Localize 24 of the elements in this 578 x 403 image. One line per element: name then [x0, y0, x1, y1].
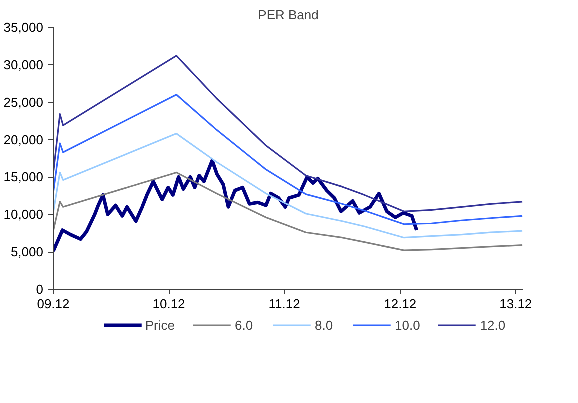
legend-label: 8.0: [315, 318, 334, 332]
legend-label: 10.0: [395, 318, 420, 332]
x-tick-label: 10.12: [152, 296, 186, 312]
x-tick-label: 13.12: [500, 296, 532, 312]
legend-label: 6.0: [235, 318, 254, 332]
y-tick-label: 25,000: [4, 94, 44, 110]
line-series: [54, 158, 419, 254]
y-tick-label: 15,000: [4, 170, 44, 185]
legend-label: Price: [145, 318, 175, 332]
y-tick-label: 0: [36, 282, 44, 297]
y-tick-label: 35,000: [4, 20, 44, 35]
line-series: [54, 55, 524, 212]
line-series: [54, 132, 524, 239]
chart-title: PER Band: [258, 8, 319, 22]
line-series: [54, 172, 524, 252]
x-tick-label: 12.12: [384, 296, 417, 312]
line-series: [54, 94, 524, 226]
y-tick-label: 30,000: [4, 57, 44, 72]
x-tick-label: 09.12: [37, 296, 70, 312]
y-tick-label: 10,000: [4, 207, 44, 222]
y-tick-label: 20,000: [4, 132, 44, 148]
legend-label: 12.0: [480, 318, 506, 332]
x-tick-label: 11.12: [268, 296, 300, 312]
y-tick-label: 5,000: [10, 244, 44, 260]
